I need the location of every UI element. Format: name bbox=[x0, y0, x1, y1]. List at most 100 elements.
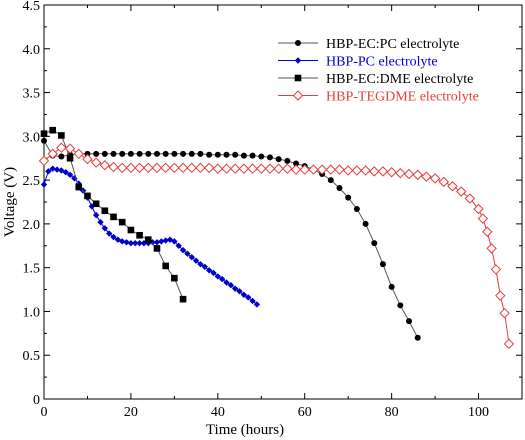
data-point bbox=[117, 162, 128, 174]
data-point bbox=[58, 132, 65, 139]
x-axis-title: Time (hours) bbox=[206, 422, 284, 438]
data-point bbox=[41, 137, 47, 144]
data-point bbox=[273, 163, 284, 174]
data-point bbox=[153, 150, 160, 157]
data-point bbox=[110, 150, 117, 157]
series-line bbox=[43, 147, 510, 344]
x-tick-label: 100 bbox=[468, 405, 489, 420]
data-point bbox=[118, 218, 126, 226]
x-tick-label: 0 bbox=[41, 405, 48, 420]
data-point bbox=[119, 238, 126, 245]
data-point bbox=[153, 245, 161, 252]
legend-marker bbox=[292, 90, 304, 101]
data-point bbox=[342, 165, 354, 176]
data-point bbox=[258, 153, 265, 160]
data-point bbox=[221, 163, 232, 174]
data-point bbox=[455, 186, 467, 197]
data-point bbox=[123, 239, 130, 246]
data-point bbox=[47, 148, 58, 160]
data-point bbox=[256, 163, 267, 174]
y-tick-label: 2.5 bbox=[23, 174, 41, 189]
data-point bbox=[223, 279, 230, 286]
series-layer bbox=[38, 126, 515, 350]
data-point bbox=[218, 275, 226, 283]
data-point bbox=[290, 164, 302, 175]
data-point bbox=[203, 162, 215, 174]
y-axis-title: Voltage (V) bbox=[2, 167, 18, 237]
data-point bbox=[132, 239, 139, 247]
axis-ticks bbox=[43, 4, 522, 400]
data-point bbox=[473, 203, 484, 215]
data-point bbox=[395, 167, 406, 179]
y-tick-label: 3.0 bbox=[23, 130, 41, 145]
data-point bbox=[110, 233, 117, 241]
data-point bbox=[171, 150, 178, 157]
data-point bbox=[293, 160, 300, 167]
data-point bbox=[125, 162, 137, 174]
data-point bbox=[160, 162, 171, 174]
y-tick-label: 4.0 bbox=[23, 43, 41, 58]
data-point bbox=[188, 253, 195, 261]
data-point bbox=[136, 150, 143, 157]
data-point bbox=[477, 213, 489, 224]
data-point bbox=[464, 193, 476, 204]
data-point bbox=[429, 173, 441, 184]
data-point bbox=[388, 283, 395, 290]
data-point bbox=[169, 162, 180, 174]
data-point bbox=[49, 126, 56, 134]
data-point bbox=[192, 257, 200, 264]
data-point bbox=[62, 169, 69, 176]
data-point bbox=[403, 168, 415, 180]
data-point bbox=[247, 163, 258, 174]
data-point bbox=[438, 176, 449, 188]
data-point bbox=[299, 164, 310, 175]
data-point bbox=[325, 164, 337, 175]
data-point bbox=[212, 163, 224, 174]
data-point bbox=[353, 206, 360, 213]
data-point bbox=[99, 160, 111, 171]
data-point bbox=[53, 166, 61, 173]
data-point bbox=[334, 164, 345, 175]
data-point bbox=[108, 161, 119, 173]
data-point bbox=[153, 239, 161, 246]
data-point bbox=[175, 242, 182, 249]
data-point bbox=[197, 260, 204, 268]
data-point bbox=[79, 187, 87, 194]
data-point bbox=[64, 143, 76, 154]
data-point bbox=[134, 162, 145, 174]
data-point bbox=[414, 334, 421, 341]
legend: HBP-EC:PC electrolyte HBP-PC electrolyte H… bbox=[278, 37, 479, 105]
y-tick-label: 0 bbox=[33, 393, 40, 408]
x-tick-label: 60 bbox=[298, 405, 312, 420]
data-point bbox=[206, 151, 213, 158]
legend-label: HBP-EC:DME electrolyte bbox=[326, 72, 473, 87]
data-point bbox=[143, 162, 154, 174]
data-point bbox=[447, 181, 458, 192]
data-point bbox=[188, 150, 195, 157]
x-tick-label: 80 bbox=[385, 405, 399, 420]
data-point bbox=[101, 150, 108, 157]
data-point bbox=[119, 150, 126, 157]
data-point bbox=[351, 165, 363, 176]
data-point bbox=[93, 150, 100, 157]
data-point bbox=[179, 295, 187, 303]
legend-entry: HBP-TEGDME electrolyte bbox=[278, 90, 479, 105]
y-tick-label: 1.5 bbox=[23, 262, 41, 277]
data-point bbox=[397, 302, 404, 309]
data-point bbox=[223, 151, 230, 158]
data-point bbox=[158, 238, 165, 245]
data-point bbox=[162, 262, 169, 270]
data-point bbox=[97, 218, 104, 226]
data-point bbox=[127, 226, 135, 234]
data-point bbox=[82, 153, 93, 165]
data-point bbox=[232, 151, 239, 158]
data-point bbox=[49, 165, 56, 172]
data-point bbox=[144, 236, 152, 243]
legend-entry: HBP-EC:PC electrolyte bbox=[278, 37, 459, 52]
y-tick-label: 3.5 bbox=[23, 87, 41, 102]
data-point bbox=[486, 243, 497, 254]
data-point bbox=[266, 154, 273, 161]
data-point bbox=[245, 294, 252, 301]
data-point bbox=[197, 150, 204, 157]
legend-marker bbox=[295, 40, 301, 46]
